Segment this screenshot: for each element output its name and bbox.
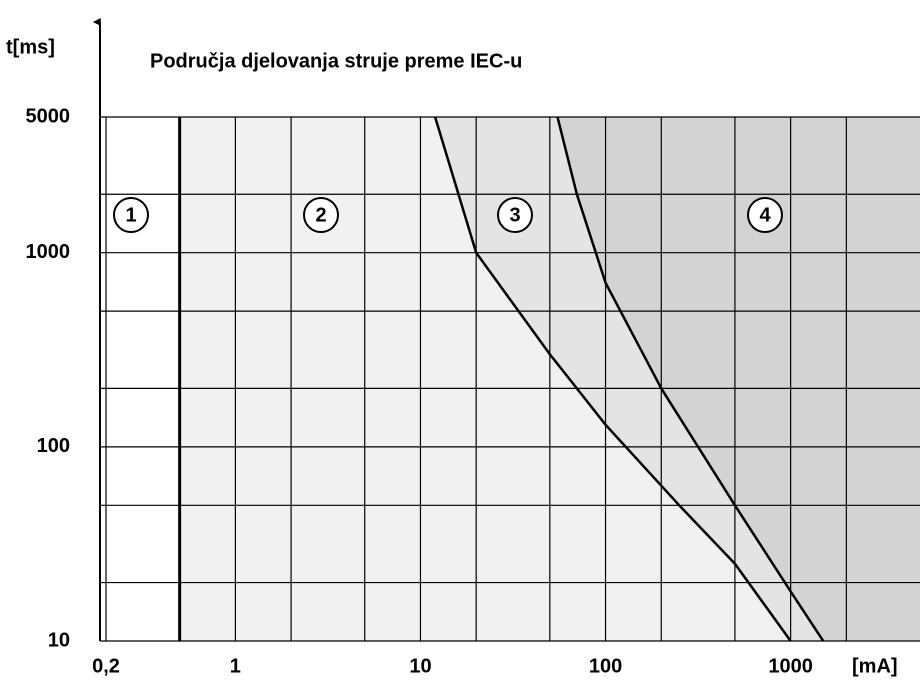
- zone-label: 2: [315, 204, 326, 226]
- zone-circle: [497, 197, 533, 233]
- y-tick-label: 1000: [26, 241, 71, 263]
- zone-circle: [747, 197, 783, 233]
- y-tick-label: 100: [37, 435, 70, 457]
- x-tick-label: 10: [409, 655, 431, 677]
- zone-label: 4: [759, 204, 771, 226]
- zone-label: 1: [125, 204, 136, 226]
- x-tick-label: 1: [230, 655, 241, 677]
- zone-label: 3: [509, 204, 520, 226]
- y-tick-label: 10: [48, 629, 70, 651]
- x-tick-label: 100: [589, 655, 622, 677]
- zone-4-shade: [557, 117, 920, 641]
- zone-circle: [303, 197, 339, 233]
- y-axis-label: t[ms]: [6, 36, 55, 58]
- x-tick-label: 1000: [768, 655, 813, 677]
- x-axis-label: [mA]: [852, 655, 898, 677]
- chart-title: Područja djelovanja struje preme IEC-u: [150, 50, 522, 72]
- zone-circle: [113, 197, 149, 233]
- curve: [433, 116, 792, 642]
- curve: [556, 116, 825, 642]
- x-tick-label: 0,2: [92, 655, 120, 677]
- y-tick-label: 5000: [26, 105, 71, 127]
